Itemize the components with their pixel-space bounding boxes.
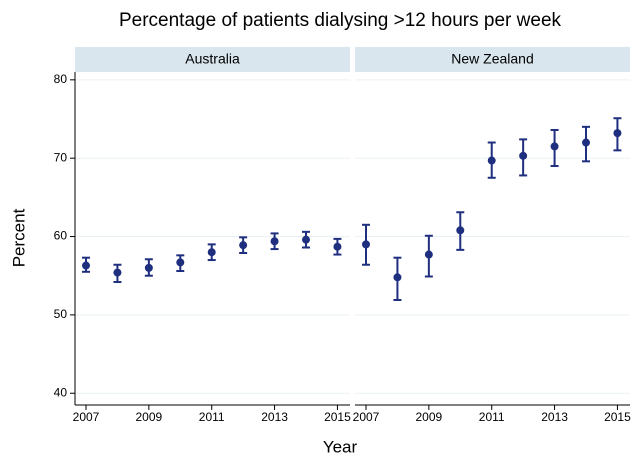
point (144, 263, 153, 272)
x-tick-label: 2013 (541, 410, 568, 424)
point (393, 273, 402, 282)
x-tick-label: 2015 (324, 410, 351, 424)
point (424, 250, 433, 259)
point (82, 261, 90, 270)
point (456, 226, 465, 235)
x-tick-label: 2015 (604, 410, 631, 424)
x-axis-label: Year (323, 437, 358, 456)
point (113, 268, 122, 277)
x-tick-label: 2011 (199, 410, 225, 424)
y-axis-label: Percent (9, 208, 28, 267)
x-tick-label: 2009 (136, 410, 163, 424)
point (550, 142, 559, 151)
point (207, 248, 216, 257)
x-tick-label: 2009 (416, 410, 443, 424)
point (487, 156, 496, 165)
y-tick-label: 40 (54, 385, 68, 399)
point (176, 258, 185, 267)
point (270, 237, 279, 246)
x-tick-label: 2011 (479, 410, 505, 424)
x-tick-label: 2013 (261, 410, 288, 424)
point (239, 241, 248, 250)
strip-title: New Zealand (451, 51, 534, 67)
point (333, 242, 342, 251)
point (302, 235, 310, 244)
point (613, 129, 622, 138)
y-tick-label: 70 (54, 150, 68, 164)
strip (355, 47, 630, 72)
x-tick-label: 2007 (353, 410, 380, 424)
chart-title: Percentage of patients dialysing >12 hou… (119, 10, 562, 31)
strip (75, 47, 350, 72)
x-tick-label: 2007 (73, 410, 100, 424)
strip-title: Australia (185, 51, 240, 67)
point (582, 138, 590, 147)
point (519, 151, 528, 160)
point (362, 240, 370, 249)
y-tick-label: 80 (54, 72, 68, 86)
y-tick-label: 60 (54, 229, 68, 243)
y-tick-label: 50 (54, 307, 68, 321)
